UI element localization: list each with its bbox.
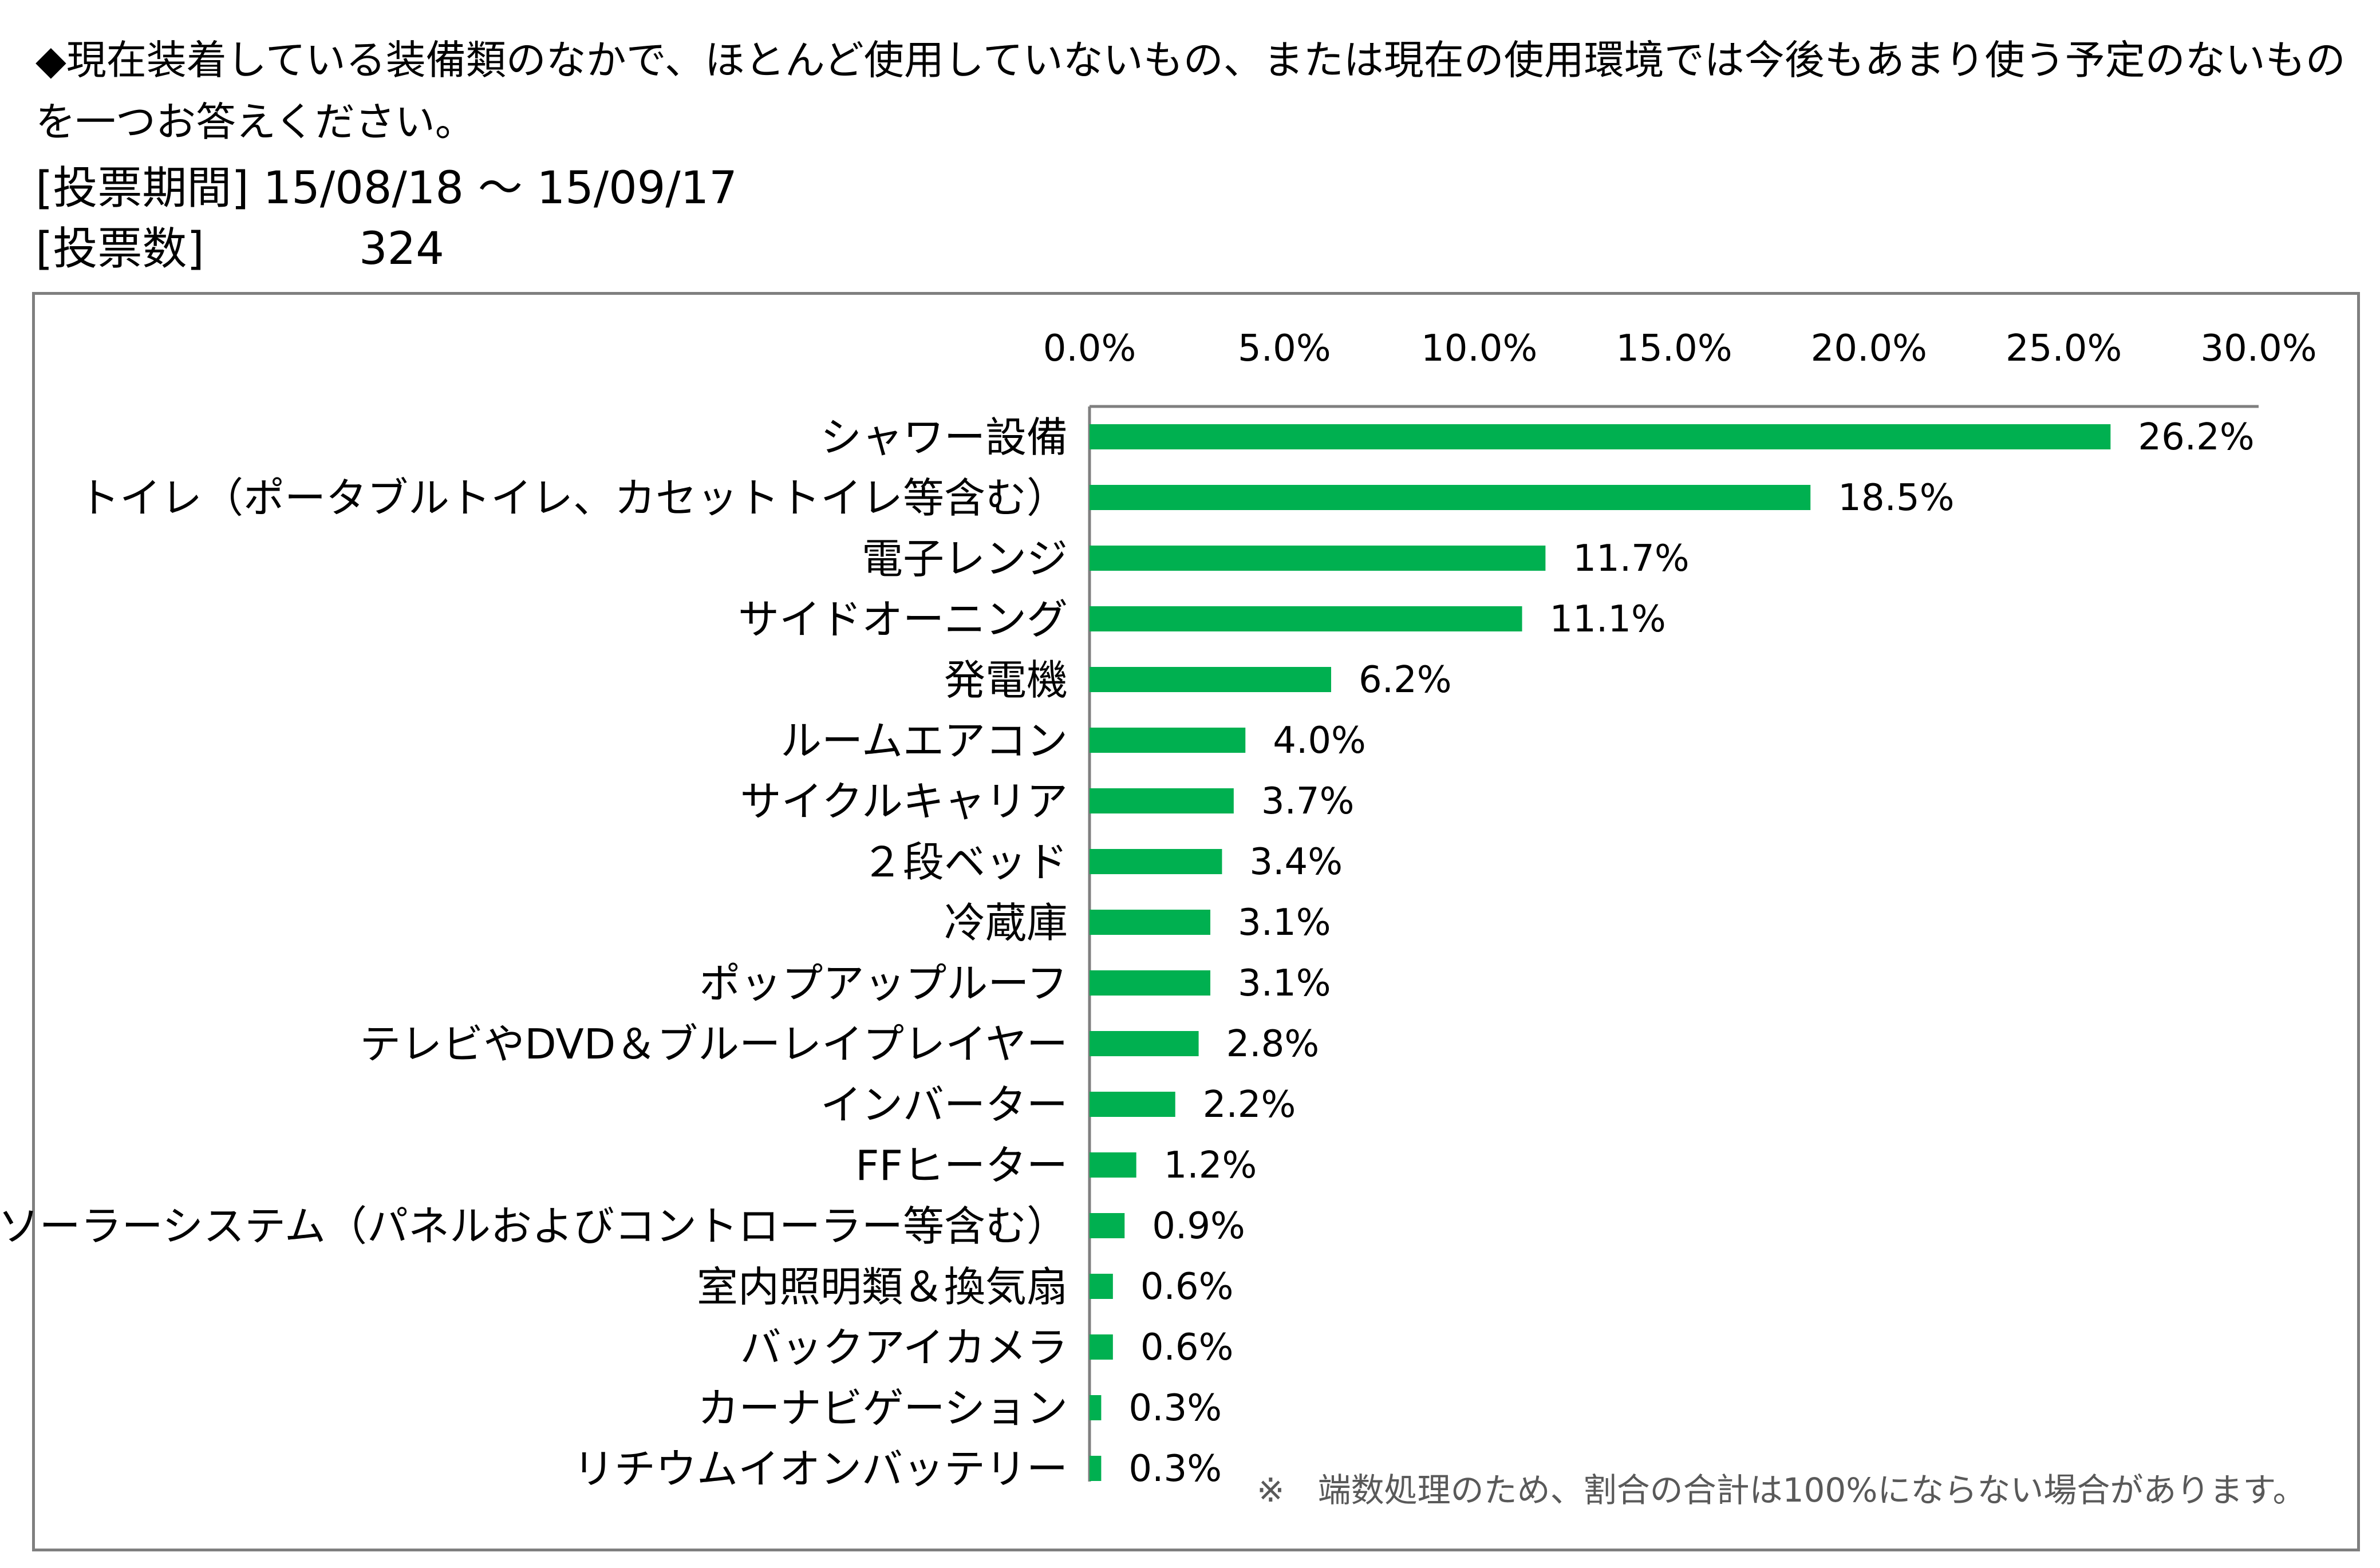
bar bbox=[1090, 1031, 1199, 1056]
data-label: 0.9% bbox=[1152, 1205, 1245, 1247]
x-tick-label: 25.0% bbox=[2006, 327, 2122, 370]
bar bbox=[1090, 1395, 1102, 1420]
data-label: 0.6% bbox=[1140, 1266, 1234, 1308]
bar bbox=[1090, 1334, 1113, 1360]
x-tick-label: 0.0% bbox=[1043, 327, 1136, 370]
bar bbox=[1090, 485, 1811, 510]
bar bbox=[1090, 728, 1246, 753]
category-label: 発電機 bbox=[944, 656, 1068, 704]
data-label: 0.3% bbox=[1128, 1387, 1222, 1429]
data-label: 0.6% bbox=[1140, 1326, 1234, 1369]
category-label: 冷蔵庫 bbox=[944, 899, 1068, 947]
data-label: 3.4% bbox=[1249, 841, 1343, 883]
voting-period-value: 15/08/18 〜 15/09/17 bbox=[263, 163, 737, 214]
data-label: 18.5% bbox=[1838, 477, 1954, 519]
category-label: テレビやDVD＆ブルーレイプレイヤー bbox=[360, 1020, 1068, 1068]
bar bbox=[1090, 910, 1211, 935]
data-label: 3.7% bbox=[1261, 780, 1355, 823]
bar bbox=[1090, 424, 2111, 449]
data-label: 0.3% bbox=[1128, 1448, 1222, 1490]
data-label: 1.2% bbox=[1164, 1144, 1257, 1187]
question-line-2: を一つお答えください。 bbox=[35, 98, 475, 145]
voting-period-label: [投票期間] bbox=[35, 163, 249, 214]
category-label: ２段ベッド bbox=[862, 838, 1068, 886]
bar bbox=[1090, 849, 1222, 874]
x-tick-label: 10.0% bbox=[1421, 327, 1537, 370]
bar bbox=[1090, 1213, 1125, 1238]
vote-count-label: [投票数] bbox=[35, 223, 204, 275]
x-tick-label: 15.0% bbox=[1616, 327, 1732, 370]
chart-frame bbox=[32, 292, 2360, 1551]
data-label: 26.2% bbox=[2138, 416, 2254, 459]
x-tick-label: 30.0% bbox=[2200, 327, 2316, 370]
category-label: サイクルキャリア bbox=[740, 777, 1068, 826]
bar bbox=[1090, 1456, 1102, 1481]
category-label: ポップアップルーフ bbox=[699, 959, 1068, 1008]
category-label: 室内照明類＆換気扇 bbox=[697, 1263, 1068, 1311]
voting-period: [投票期間] 15/08/18 〜 15/09/17 bbox=[35, 166, 737, 211]
category-label: ソーラーシステム（パネルおよびコントローラー等含む） bbox=[0, 1202, 1068, 1250]
bars bbox=[1090, 424, 2111, 1481]
x-tick-label: 20.0% bbox=[1811, 327, 1927, 370]
bar bbox=[1090, 970, 1211, 996]
category-label: インバーター bbox=[820, 1081, 1068, 1129]
bar bbox=[1090, 667, 1332, 692]
x-tick-label: 5.0% bbox=[1238, 327, 1331, 370]
bar bbox=[1090, 1274, 1113, 1299]
data-label: 6.2% bbox=[1359, 659, 1452, 701]
data-label: 3.1% bbox=[1238, 902, 1331, 944]
category-label: シャワー設備 bbox=[820, 413, 1068, 461]
category-label: 電子レンジ bbox=[862, 535, 1068, 583]
data-label: 2.8% bbox=[1226, 1023, 1320, 1065]
bar bbox=[1090, 606, 1522, 631]
footnote: ※ 端数処理のため、割合の合計は100%にならない場合があります。 bbox=[1257, 1471, 2306, 1510]
bar bbox=[1090, 788, 1234, 813]
data-label: 11.7% bbox=[1573, 538, 1689, 580]
category-label: ルームエアコン bbox=[780, 717, 1068, 765]
vote-count-value: 324 bbox=[359, 223, 444, 275]
bar bbox=[1090, 1092, 1175, 1117]
category-label: バックアイカメラ bbox=[740, 1324, 1068, 1372]
category-label: リチウムイオンバッテリー bbox=[573, 1445, 1068, 1493]
question-line-1: ◆現在装着している装備類のなかで、ほとんど使用していないもの、または現在の使用環… bbox=[35, 37, 2346, 84]
category-label: カーナビゲーション bbox=[697, 1384, 1068, 1432]
data-label: 4.0% bbox=[1273, 720, 1366, 762]
data-label: 3.1% bbox=[1238, 962, 1331, 1005]
x-axis-ticks: 0.0% 5.0% 10.0% 15.0% 20.0% 25.0% 30.0% bbox=[1043, 327, 2317, 370]
bar bbox=[1090, 546, 1546, 571]
data-label: 11.1% bbox=[1550, 598, 1666, 641]
category-label: トイレ（ポータブルトイレ、カセットトイレ等含む） bbox=[78, 474, 1068, 522]
bar bbox=[1090, 1152, 1136, 1178]
data-labels: 26.2% 18.5% 11.7% 11.1% 6.2% 4.0% 3.7% 3.4% 3.1%… bbox=[1128, 416, 2254, 1490]
vote-count: [投票数] 324 bbox=[35, 227, 444, 271]
data-label: 2.2% bbox=[1203, 1084, 1296, 1126]
category-label: サイドオーニング bbox=[738, 595, 1068, 643]
category-label: FFヒーター bbox=[855, 1142, 1068, 1190]
axes bbox=[1088, 405, 2259, 1482]
